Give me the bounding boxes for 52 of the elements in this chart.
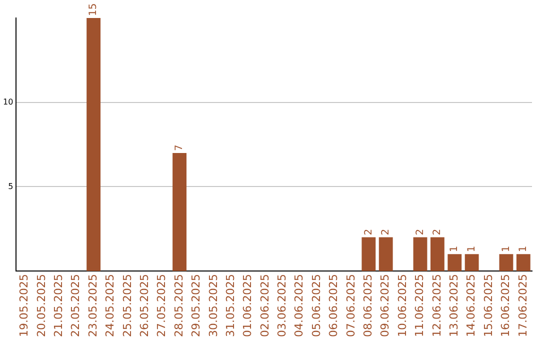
x-tick-label: 05.06.2025 xyxy=(310,274,323,338)
x-tick-label: 08.06.2025 xyxy=(362,274,375,338)
x-tick-label: 11.06.2025 xyxy=(413,274,426,338)
data-label: 7 xyxy=(174,144,186,151)
x-tick-label: 30.05.2025 xyxy=(206,274,220,338)
x-tick-label: 02.06.2025 xyxy=(258,274,272,338)
x-tick-label: 20.05.2025 xyxy=(34,274,48,338)
data-label: 2 xyxy=(363,228,374,236)
bar xyxy=(516,254,530,272)
data-label: 2 xyxy=(380,228,392,236)
bar xyxy=(430,237,444,272)
x-tick-label: 21.05.2025 xyxy=(52,274,66,338)
x-tick-label: 15.06.2025 xyxy=(482,274,495,338)
x-tick-label: 22.05.2025 xyxy=(69,274,82,338)
x-tick-label: 29.05.2025 xyxy=(190,274,203,338)
data-label: 1 xyxy=(500,246,512,252)
x-tick-label: 14.06.2025 xyxy=(464,274,478,338)
bar xyxy=(86,18,101,272)
x-tick-label: 17.06.2025 xyxy=(516,274,530,338)
x-tick-label: 01.06.2025 xyxy=(241,274,254,338)
x-tick-label: 23.05.2025 xyxy=(86,274,100,338)
bar xyxy=(499,254,514,272)
data-label: 15 xyxy=(88,3,100,16)
bar xyxy=(448,254,462,272)
x-tick-label: 12.06.2025 xyxy=(430,274,444,338)
data-label: 2 xyxy=(432,228,444,236)
x-tick-label: 31.05.2025 xyxy=(224,274,237,338)
x-tick-label: 24.05.2025 xyxy=(104,274,117,338)
x-tick-label: 10.06.2025 xyxy=(396,274,409,338)
data-label: 1 xyxy=(518,246,529,252)
bar xyxy=(362,237,376,272)
y-tick-label: 10 xyxy=(2,97,14,106)
data-label: 2 xyxy=(414,228,426,236)
data-label: 1 xyxy=(466,246,478,252)
x-tick-label: 26.05.2025 xyxy=(138,274,151,338)
x-tick-label: 25.05.2025 xyxy=(120,274,134,338)
x-tick-label: 04.06.2025 xyxy=(292,274,306,338)
bar xyxy=(413,237,428,272)
x-tick-label: 07.06.2025 xyxy=(344,274,358,338)
x-tick-label: 16.06.2025 xyxy=(499,274,512,338)
y-tick-label: 5 xyxy=(8,182,14,191)
bar xyxy=(464,254,479,272)
bar xyxy=(172,152,186,272)
x-tick-label: 19.05.2025 xyxy=(18,274,31,338)
x-tick-label: 28.05.2025 xyxy=(172,274,186,338)
x-tick-label: 03.06.2025 xyxy=(276,274,289,338)
x-tick-label: 13.06.2025 xyxy=(447,274,460,338)
x-tick-label: 06.06.2025 xyxy=(327,274,340,338)
bar xyxy=(378,237,393,272)
x-tick-label: 09.06.2025 xyxy=(378,274,392,338)
data-label: 1 xyxy=(449,246,460,252)
x-tick-label: 27.05.2025 xyxy=(155,274,168,338)
